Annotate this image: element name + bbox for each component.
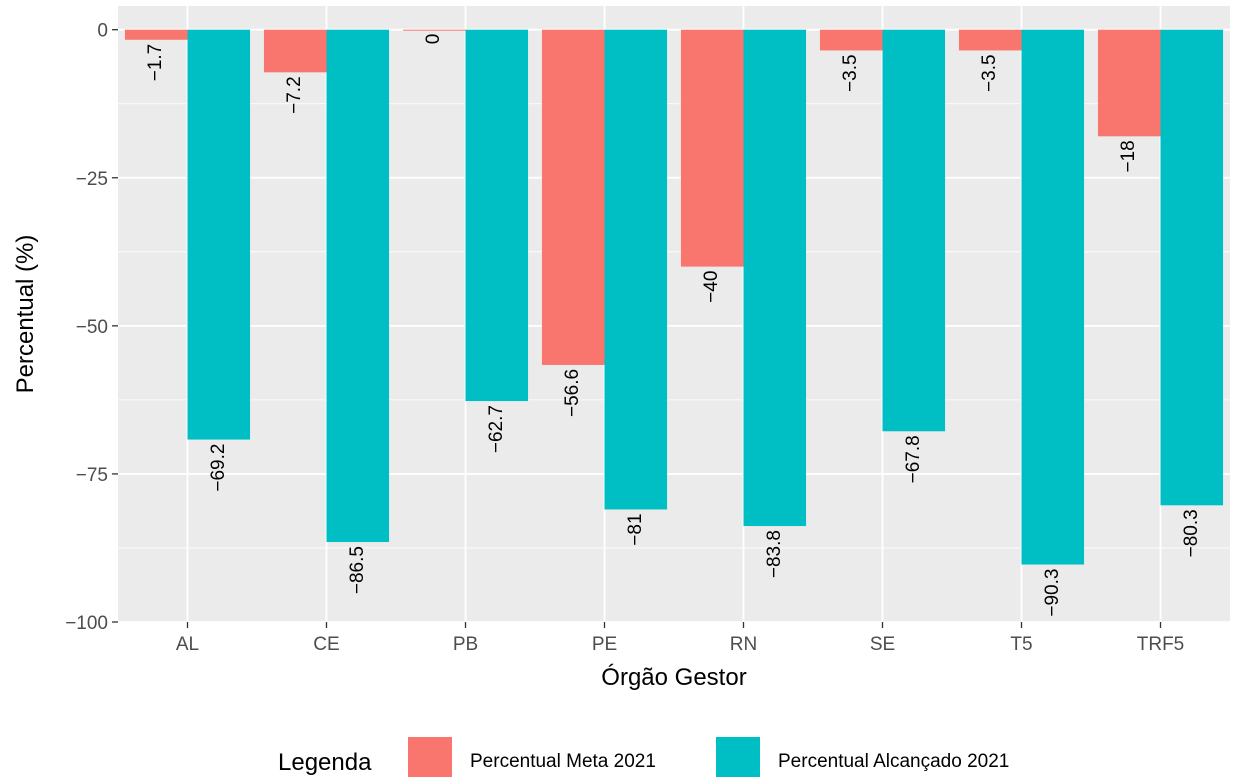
y-tick-label: −100	[65, 613, 108, 634]
data-label-alcancado-pb: −62.7	[486, 405, 507, 453]
bar-meta-rn	[680, 29, 744, 267]
legend-label-meta: Percentual Meta 2021	[470, 751, 656, 772]
legend: Legenda Percentual Meta 2021 Percentual …	[278, 737, 1009, 777]
data-label-alcancado-t5: −90.3	[1042, 569, 1063, 617]
y-axis-title: Percentual (%)	[12, 235, 39, 394]
y-tick-label: −50	[76, 317, 108, 338]
data-label-alcancado-al: −69.2	[208, 444, 229, 492]
bar-meta-trf5	[1097, 29, 1161, 137]
y-axis: 0 −25 −50 −75 −100	[65, 21, 118, 634]
data-label-meta-al: −1.7	[145, 44, 166, 82]
bar-alcancado-pb	[465, 29, 529, 402]
data-label-meta-pb: 0	[423, 34, 444, 45]
bar-alcancado-al	[187, 29, 251, 440]
bar-meta-pe	[541, 29, 605, 365]
bar-alcancado-t5	[1021, 29, 1085, 565]
x-tick-label-rn: RN	[730, 634, 757, 655]
y-tick-label: 0	[97, 21, 108, 42]
bar-meta-t5	[958, 29, 1022, 51]
data-label-meta-ce: −7.2	[284, 76, 305, 114]
bar-alcancado-pe	[604, 29, 668, 510]
x-axis-title: Órgão Gestor	[601, 664, 746, 691]
x-tick-label-t5: T5	[1010, 634, 1032, 655]
data-label-meta-t5: −3.5	[979, 54, 1000, 92]
x-tick-label-pe: PE	[592, 634, 617, 655]
x-tick-label-pb: PB	[453, 634, 478, 655]
bars	[124, 29, 1224, 565]
data-label-meta-rn: −40	[701, 271, 722, 303]
bar-alcancado-rn	[743, 29, 807, 527]
x-tick-label-se: SE	[870, 634, 895, 655]
data-label-alcancado-trf5: −80.3	[1181, 509, 1202, 557]
data-label-meta-se: −3.5	[840, 54, 861, 92]
bar-meta-al	[124, 29, 188, 40]
data-label-meta-trf5: −18	[1118, 140, 1139, 172]
legend-key-alcancado	[716, 737, 760, 777]
data-label-alcancado-se: −67.8	[903, 435, 924, 483]
y-tick-label: −25	[76, 169, 108, 190]
data-label-alcancado-rn: −83.8	[764, 530, 785, 578]
x-tick-label-ce: CE	[313, 634, 339, 655]
bar-meta-pb	[402, 29, 466, 31]
x-tick-label-al: AL	[176, 634, 199, 655]
data-labels: −1.7 −7.2 0 −56.6 −40 −3.5 −3.5 −18 −69.2 −86.5 −6…	[145, 34, 1202, 617]
bar-meta-se	[819, 29, 883, 51]
legend-key-meta	[408, 737, 452, 777]
bar-alcancado-ce	[326, 29, 390, 543]
legend-label-alcancado: Percentual Alcançado 2021	[778, 751, 1009, 772]
x-axis: AL CE PB PE RN SE T5 TRF5	[176, 622, 1184, 655]
y-tick-label: −75	[76, 465, 108, 486]
x-tick-label-trf5: TRF5	[1137, 634, 1185, 655]
bar-meta-ce	[263, 29, 327, 73]
data-label-alcancado-pe: −81	[625, 513, 646, 545]
bar-alcancado-trf5	[1160, 29, 1224, 506]
data-label-meta-pe: −56.6	[562, 369, 583, 417]
data-label-alcancado-ce: −86.5	[347, 546, 368, 594]
bar-alcancado-se	[882, 29, 946, 432]
legend-title: Legenda	[278, 749, 372, 776]
